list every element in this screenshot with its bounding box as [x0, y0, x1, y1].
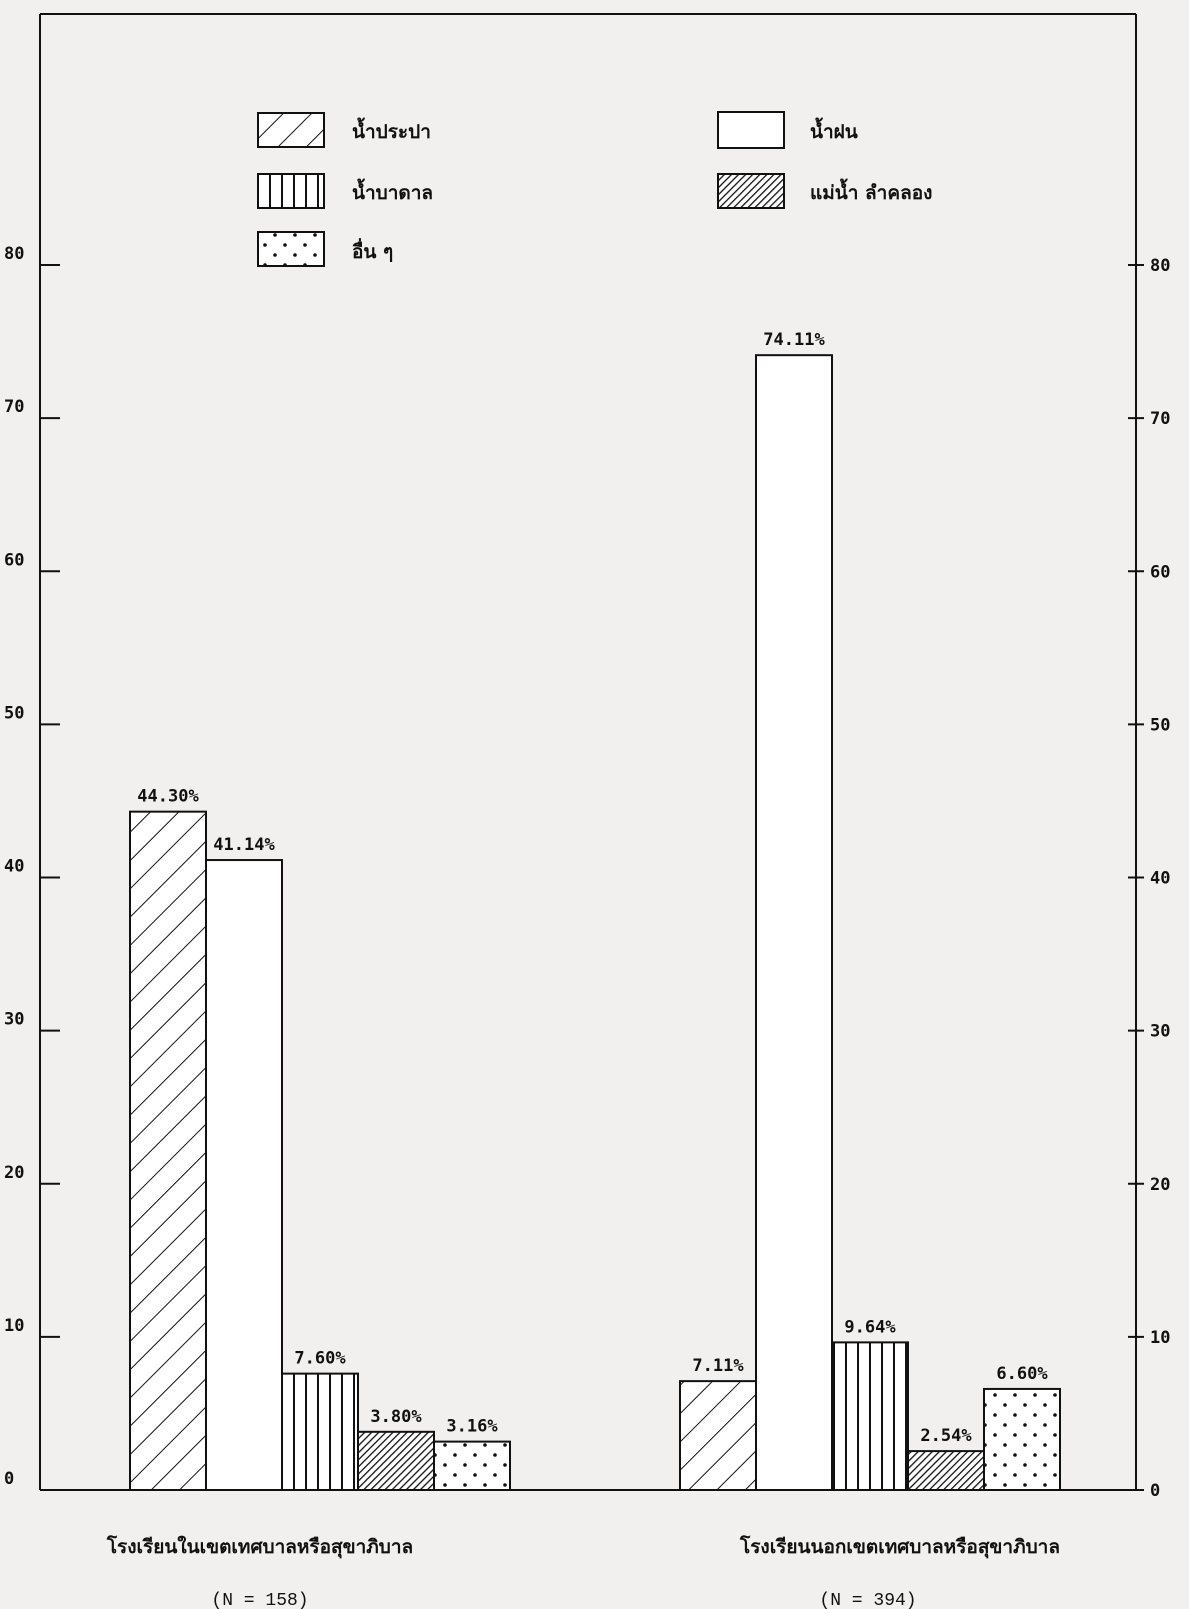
y-ticks-right: 0 10 20 30 40 50 60 70 80	[1128, 256, 1170, 1501]
legend-label-river-canal: แม่น้ำ ลำคลอง	[810, 178, 932, 204]
bar-other-rural	[983, 1387, 1061, 1491]
y-tick-label-left: 50	[4, 703, 24, 723]
data-label-ground-water-rural: 9.64%	[844, 1317, 896, 1337]
legend-label-other: อื่น ๆ	[352, 238, 393, 263]
data-label-rain-water-rural: 74.11%	[763, 330, 825, 350]
bar-rain-water-urban	[205, 859, 283, 1491]
y-tick-label-left: 80	[4, 244, 24, 264]
y-tick-label-left: 0	[4, 1469, 14, 1489]
y-tick-label-right: 30	[1150, 1022, 1170, 1042]
bar-river-canal-urban	[357, 1430, 435, 1491]
legend-swatch-other	[257, 231, 325, 267]
y-tick-label-right: 0	[1150, 1481, 1160, 1501]
y-tick-label-left: 30	[4, 1010, 24, 1030]
data-label-other-urban: 3.16%	[446, 1417, 498, 1437]
data-label-tap-water-rural: 7.11%	[692, 1356, 744, 1376]
y-tick-label-right: 10	[1150, 1328, 1170, 1348]
y-tick-label-left: 70	[4, 397, 24, 417]
data-label-other-rural: 6.60%	[996, 1364, 1048, 1384]
y-tick-label-left: 40	[4, 857, 24, 877]
y-tick-label-left: 20	[4, 1163, 24, 1183]
legend-swatch-tap-water	[257, 112, 325, 148]
y-tick-label-right: 40	[1150, 869, 1170, 889]
bar-tap-water-rural	[679, 1380, 757, 1492]
y-tick-label-right: 20	[1150, 1175, 1170, 1195]
y-tick-label-right: 60	[1150, 562, 1170, 582]
bar-river-canal-rural	[907, 1450, 985, 1491]
data-label-tap-water-urban: 44.30%	[137, 787, 199, 807]
legend-label-tap-water: น้ำประปา	[352, 117, 431, 143]
y-tick-label-right: 70	[1150, 409, 1170, 429]
y-tick-label-left: 10	[4, 1316, 24, 1336]
category-label-rural: โรงเรียนนอกเขตเทศบาลหรือสุขาภิบาล	[739, 1535, 1060, 1559]
bars	[129, 354, 1061, 1492]
y-tick-label-right: 50	[1150, 715, 1170, 735]
legend-swatch-rain-water	[717, 111, 785, 149]
bar-ground-water-rural	[831, 1341, 909, 1491]
bar-rain-water-rural	[755, 354, 833, 1491]
category-n-rural: (N = 394)	[819, 1591, 916, 1609]
legend-label-ground-water: น้ำบาดาล	[352, 178, 433, 204]
data-label-ground-water-urban: 7.60%	[294, 1349, 346, 1369]
data-label-river-canal-rural: 2.54%	[920, 1426, 972, 1446]
legend-label-rain-water: น้ำฝน	[810, 117, 858, 143]
y-tick-label-right: 80	[1150, 256, 1170, 276]
bar-ground-water-urban	[281, 1372, 359, 1491]
y-ticks-left: 0 10 20 30 40 50 60 70 80	[4, 244, 60, 1491]
legend: น้ำประปา น้ำฝน น้ำบาดาล แม่น้ำ ลำคลอง อื…	[257, 111, 932, 267]
data-label-rain-water-urban: 41.14%	[213, 835, 275, 855]
legend-swatch-river-canal	[717, 173, 785, 209]
data-labels: 44.30% 41.14% 7.60% 3.80% 3.16% 7.11% 74.11% 9.…	[137, 330, 1048, 1446]
legend-swatch-ground-water	[257, 173, 325, 209]
category-n-urban: (N = 158)	[211, 1591, 308, 1609]
data-label-river-canal-urban: 3.80%	[370, 1407, 422, 1427]
bar-other-urban	[433, 1440, 511, 1492]
y-tick-label-left: 60	[4, 550, 24, 570]
category-label-urban: โรงเรียนในเขตเทศบาลหรือสุขาภิบาล	[106, 1535, 413, 1559]
bar-tap-water-urban	[129, 810, 207, 1491]
